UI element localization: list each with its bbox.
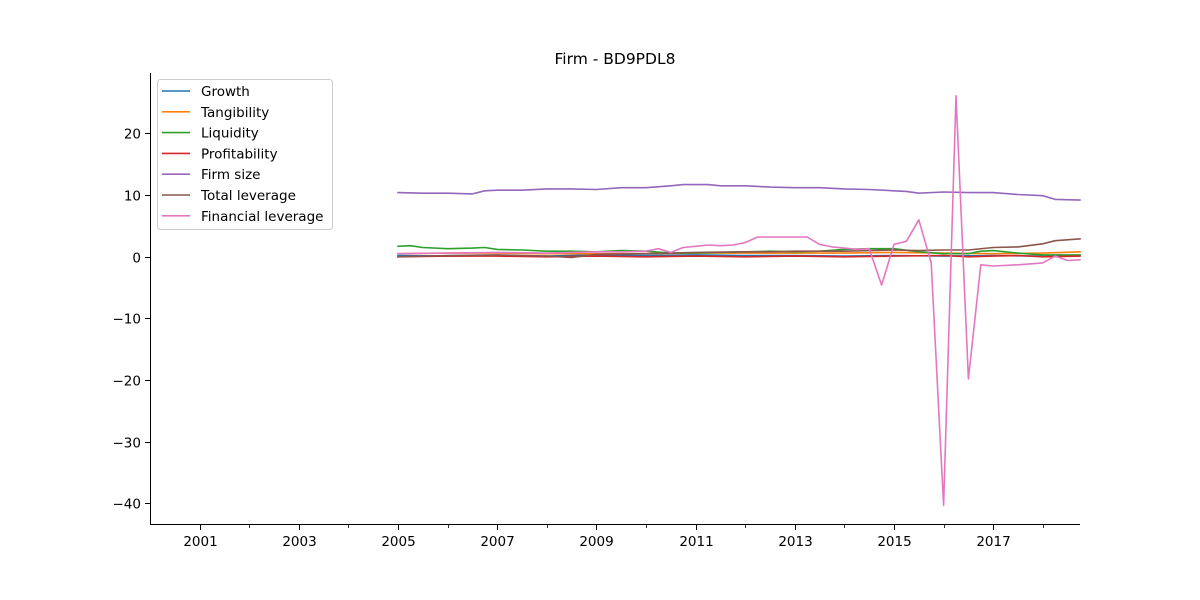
legend-label-growth: Growth: [201, 84, 250, 100]
x-tick-label-2005: 2005: [381, 534, 415, 550]
chart-title: Firm - BD9PDL8: [555, 50, 676, 68]
series-line-total-leverage: [397, 238, 1081, 259]
series-line-firm-size: [397, 183, 1081, 201]
y-tick-label--20: −20: [113, 374, 142, 390]
series-layer: [397, 95, 1081, 507]
x-tick-label-2003: 2003: [282, 534, 316, 550]
y-tick-label--10: −10: [113, 312, 142, 328]
x-tick-label-2013: 2013: [778, 534, 812, 550]
x-tick-label-2009: 2009: [579, 534, 613, 550]
x-tick-label-2015: 2015: [877, 534, 911, 550]
y-tick-label-0: 0: [132, 251, 141, 267]
x-tick-label-2001: 2001: [183, 534, 217, 550]
y-tick-label-10: 10: [124, 189, 141, 205]
legend: Growth Tangibility Liquidity Profitability F…: [157, 79, 333, 230]
legend-label-tangibility: Tangibility: [200, 105, 269, 121]
legend-label-financial-leverage: Financial leverage: [201, 209, 323, 225]
x-tick-label-2017: 2017: [976, 534, 1010, 550]
legend-label-total-leverage: Total leverage: [200, 188, 296, 204]
series-line-financial-leverage: [397, 95, 1081, 507]
legend-label-profitability: Profitability: [201, 146, 278, 162]
legend-box: [157, 79, 333, 230]
legend-label-liquidity: Liquidity: [201, 126, 259, 142]
y-tick-label--40: −40: [113, 497, 142, 513]
x-tick-label-2007: 2007: [480, 534, 514, 550]
y-tick-label-20: 20: [124, 127, 141, 143]
legend-label-firm-size: Firm size: [201, 167, 260, 183]
x-tick-label-2011: 2011: [679, 534, 713, 550]
series-line-profitability: [397, 254, 1081, 258]
axes-layer: 2001 2003 2005 2007 2009 2011 2013 2015 2017 −40 −…: [113, 73, 1080, 550]
y-tick-label--30: −30: [113, 436, 142, 452]
